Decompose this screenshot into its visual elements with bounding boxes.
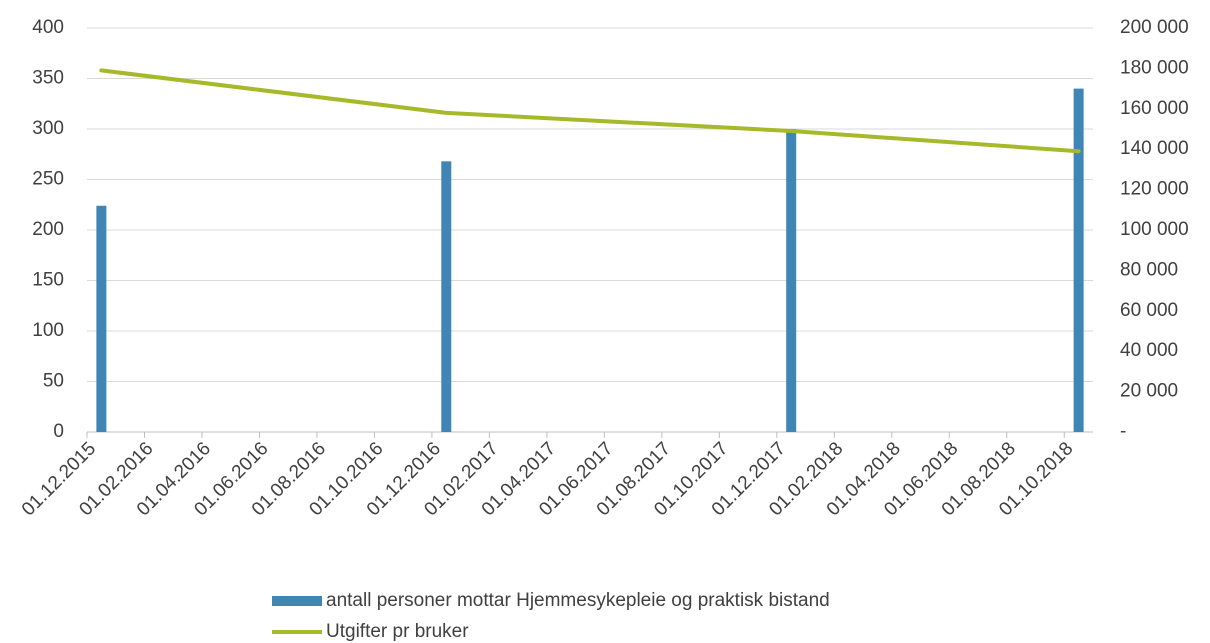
bar [96,205,107,432]
y2-tick-label: - [1120,421,1126,442]
y2-tick-label: 40 000 [1120,340,1178,361]
y2-tick-label: 200 000 [1120,17,1189,38]
y2-tick-label: 100 000 [1120,219,1189,240]
bar [786,129,797,432]
y2-tick-label: 60 000 [1120,300,1178,321]
y-tick-label: 250 [32,169,64,190]
line [99,68,1081,154]
y-tick-label: 350 [32,68,64,89]
y-tick-label: 50 [43,371,64,392]
y2-tick-label: 160 000 [1120,98,1189,119]
y-tick-label: 0 [53,421,64,442]
y2-tick-label: 180 000 [1120,57,1189,78]
bar [1073,88,1084,432]
y2-tick-label: 140 000 [1120,138,1189,159]
y2-tick-label: 20 000 [1120,381,1178,402]
bar [441,161,452,432]
y-tick-label: 400 [32,17,64,38]
y2-tick-label: 120 000 [1120,179,1189,200]
y-tick-label: 300 [32,118,64,139]
legend-swatch [272,596,322,606]
legend-label: Utgifter pr bruker [326,621,469,642]
y-tick-label: 100 [32,320,64,341]
y-tick-label: 150 [32,270,64,291]
y2-tick-label: 80 000 [1120,259,1178,280]
y-tick-label: 200 [32,219,64,240]
legend-label: antall personer mottar Hjemmesykepleie o… [326,590,830,611]
